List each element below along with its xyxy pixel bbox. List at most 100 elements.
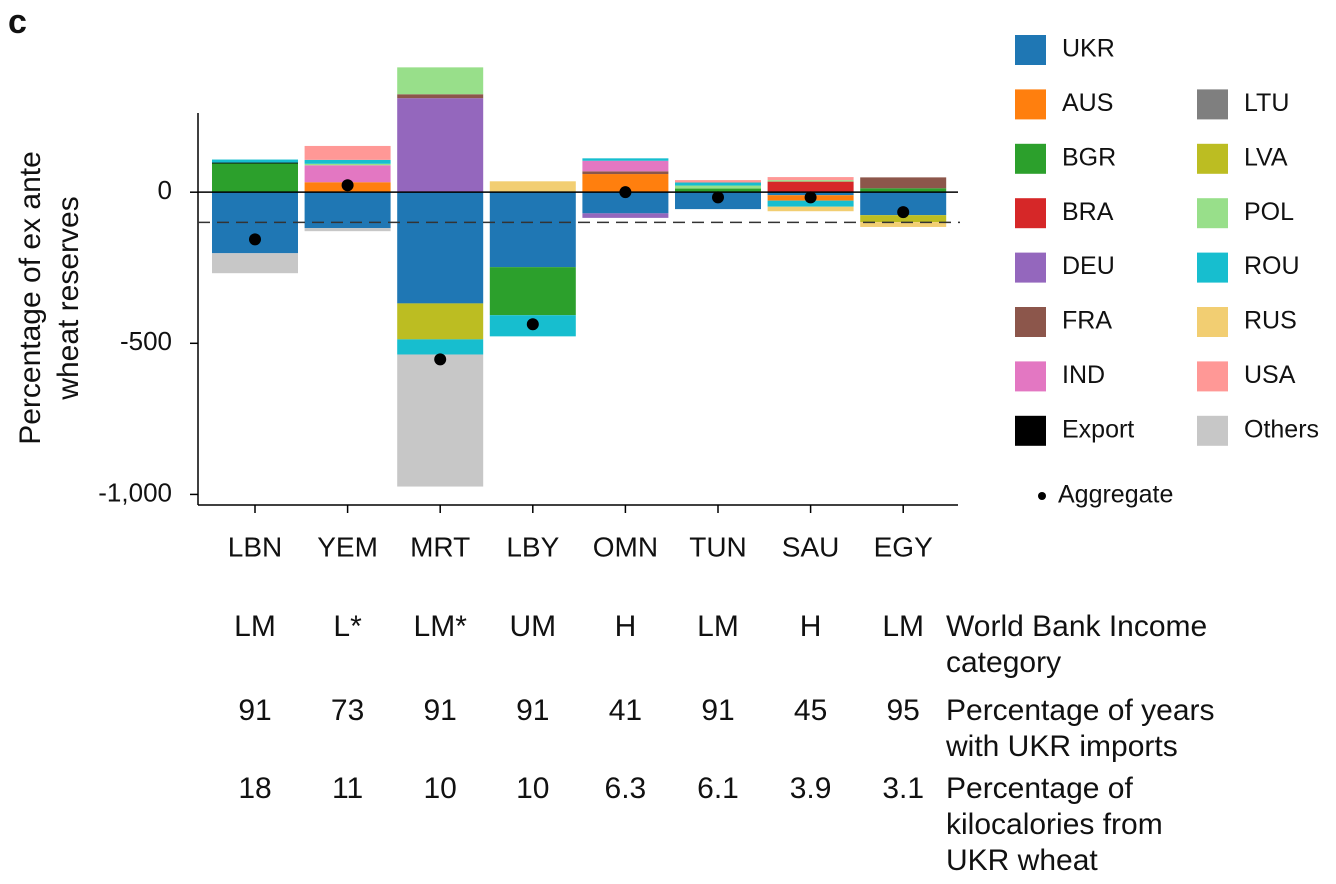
bar-segment xyxy=(397,354,484,487)
bar-segment xyxy=(860,177,947,189)
table-cell: H xyxy=(615,610,637,643)
bar-segment xyxy=(675,188,761,193)
table-cell: 3.9 xyxy=(790,772,832,805)
bar-segment xyxy=(397,192,484,304)
bar-segment xyxy=(397,67,484,95)
aggregate-dot xyxy=(712,191,724,204)
bar-segment xyxy=(767,181,854,193)
bar-segment xyxy=(582,171,669,175)
bar-segment xyxy=(767,206,854,212)
legend-swatch xyxy=(1197,89,1228,120)
table-row-label: kilocalories from xyxy=(946,808,1163,841)
bar-segment xyxy=(582,192,669,214)
table-cell: LM xyxy=(234,610,276,643)
legend-label: Aggregate xyxy=(1058,481,1173,509)
legend-swatch xyxy=(1197,415,1228,446)
x-tick-label: MRT xyxy=(410,531,470,562)
legend-dot xyxy=(1038,492,1046,500)
legend-swatch xyxy=(1197,143,1228,174)
bar-segment xyxy=(489,267,576,316)
bar-segment xyxy=(304,163,391,166)
legend-label: LVA xyxy=(1244,143,1288,171)
aggregate-dot xyxy=(897,206,910,219)
table-cell: 91 xyxy=(424,694,457,727)
legend-swatch xyxy=(1015,307,1046,337)
legend-swatch xyxy=(1197,198,1228,229)
legend-label: RUS xyxy=(1244,307,1297,335)
bar-segment xyxy=(582,174,669,193)
y-tick-label: 0 xyxy=(158,175,172,205)
legend-swatch xyxy=(1197,252,1228,283)
x-tick-label: OMN xyxy=(593,531,658,562)
bar-segment xyxy=(304,228,391,232)
table-row-label: Percentage of xyxy=(946,772,1133,805)
legend-swatch xyxy=(1015,361,1046,392)
legend-label: ROU xyxy=(1244,252,1300,280)
table-cell: LM xyxy=(882,610,924,643)
aggregate-dot xyxy=(619,186,632,199)
legend-label: Others xyxy=(1244,415,1319,443)
bar-segment xyxy=(675,182,761,186)
table-cell: 41 xyxy=(609,694,642,727)
aggregate-dot xyxy=(341,179,354,192)
table-cell: 10 xyxy=(424,772,457,805)
x-tick-label: EGY xyxy=(874,531,933,562)
legend-swatch xyxy=(1015,252,1046,283)
x-tick-label: LBN xyxy=(228,531,282,562)
legend-label: UKR xyxy=(1062,35,1115,63)
legend-swatch xyxy=(1197,361,1228,392)
legend-label: USA xyxy=(1244,361,1296,389)
aggregate-dot xyxy=(249,233,261,246)
table-cell: 91 xyxy=(701,694,734,727)
legend-swatch xyxy=(1015,35,1046,65)
table-cell: 3.1 xyxy=(882,772,924,805)
bar-segment xyxy=(489,181,576,193)
table-row-label: UKR wheat xyxy=(946,844,1098,877)
legend-label: Export xyxy=(1062,415,1134,443)
bar-segment xyxy=(397,98,484,193)
legend-label: IND xyxy=(1062,361,1105,389)
x-tick-label: YEM xyxy=(317,531,378,562)
table-cell: 91 xyxy=(238,694,271,727)
bar-segment xyxy=(212,159,298,163)
table-cell: 10 xyxy=(516,772,549,805)
legend-swatch xyxy=(1197,307,1228,337)
bar-segment xyxy=(304,165,391,183)
legend-swatch xyxy=(1015,89,1046,120)
y-axis-label: Percentage of ex ante xyxy=(14,151,47,445)
bar-segment xyxy=(397,303,484,340)
bar-segment xyxy=(767,177,854,181)
table-row-label: Percentage of years xyxy=(946,694,1215,727)
y-tick-label: -1,000 xyxy=(98,477,172,507)
bar-segment xyxy=(212,163,298,193)
bar-segment xyxy=(212,162,298,164)
y-axis-label: wheat reserves xyxy=(52,196,85,400)
table-cell: 18 xyxy=(238,772,271,805)
bar-segment xyxy=(860,222,947,227)
table-cell: LM* xyxy=(414,610,468,643)
legend-label: POL xyxy=(1244,198,1294,226)
x-tick-label: LBY xyxy=(506,531,559,562)
bar-segment xyxy=(860,188,947,193)
table-row-label: with UKR imports xyxy=(945,730,1178,763)
legend-label: BRA xyxy=(1062,198,1114,226)
aggregate-dot xyxy=(526,318,539,331)
table-row-label: World Bank Income xyxy=(946,610,1207,643)
bar-segment xyxy=(582,158,669,161)
table-cell: 45 xyxy=(794,694,827,727)
bar-segment xyxy=(860,192,947,216)
bar-segment xyxy=(675,185,761,189)
legend-label: FRA xyxy=(1062,307,1112,335)
bar-segment xyxy=(397,94,484,99)
legend-label: DEU xyxy=(1062,252,1115,280)
legend-swatch xyxy=(1015,198,1046,229)
bar-segment xyxy=(582,160,669,172)
bar-segment xyxy=(489,192,576,268)
x-tick-label: SAU xyxy=(782,531,840,562)
table-cell: LM xyxy=(697,610,739,643)
bar-segment xyxy=(860,215,947,223)
legend-label: AUS xyxy=(1062,89,1113,117)
legend-label: BGR xyxy=(1062,143,1116,171)
table-cell: 73 xyxy=(331,694,364,727)
